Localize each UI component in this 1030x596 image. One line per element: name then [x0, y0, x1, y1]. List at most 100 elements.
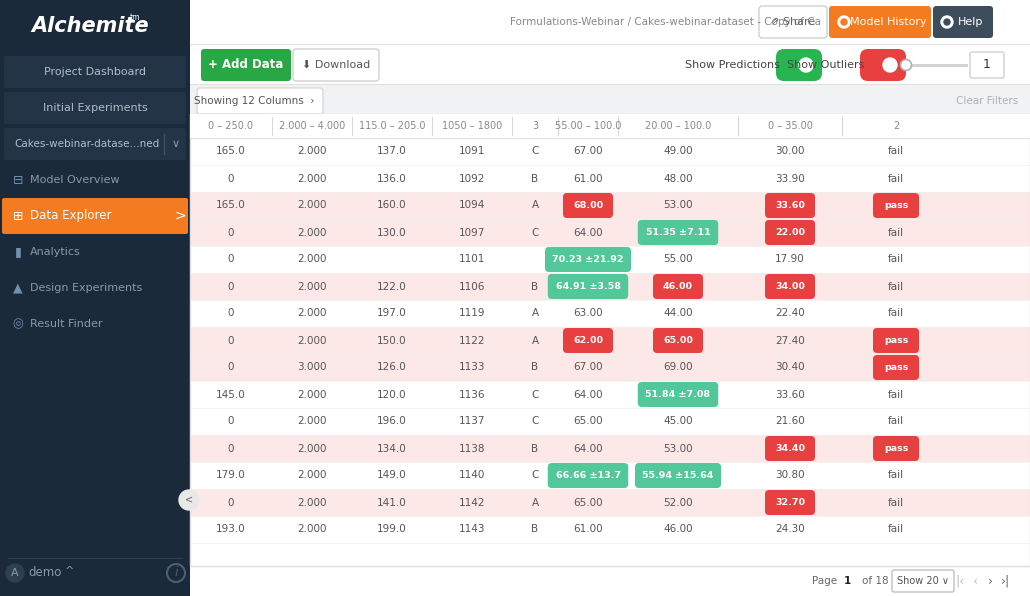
- Text: 46.00: 46.00: [663, 524, 693, 535]
- Text: fail: fail: [888, 254, 904, 265]
- Text: C: C: [531, 228, 539, 237]
- Circle shape: [842, 19, 847, 25]
- Text: pass: pass: [884, 444, 908, 453]
- Text: Result Finder: Result Finder: [30, 319, 103, 329]
- Text: 2.000: 2.000: [298, 309, 327, 318]
- Text: 2.000: 2.000: [298, 417, 327, 427]
- Text: 32.70: 32.70: [775, 498, 805, 507]
- Text: 150.0: 150.0: [377, 336, 407, 346]
- FancyBboxPatch shape: [765, 220, 815, 245]
- Text: <: <: [185, 495, 193, 505]
- FancyBboxPatch shape: [190, 566, 1030, 596]
- Text: A: A: [531, 200, 539, 210]
- Text: 126.0: 126.0: [377, 362, 407, 372]
- FancyBboxPatch shape: [653, 328, 703, 353]
- Text: 2.000: 2.000: [298, 281, 327, 291]
- FancyBboxPatch shape: [636, 463, 721, 488]
- Text: ›: ›: [988, 575, 993, 588]
- FancyBboxPatch shape: [873, 193, 919, 218]
- Text: i: i: [174, 567, 178, 579]
- Text: 2: 2: [893, 121, 899, 131]
- Text: 115.0 – 205.0: 115.0 – 205.0: [358, 121, 425, 131]
- Text: fail: fail: [888, 309, 904, 318]
- Text: ▮: ▮: [14, 246, 22, 259]
- Text: 149.0: 149.0: [377, 470, 407, 480]
- Circle shape: [941, 16, 953, 28]
- Text: 199.0: 199.0: [377, 524, 407, 535]
- Text: B: B: [531, 443, 539, 454]
- Text: 0: 0: [228, 309, 234, 318]
- FancyBboxPatch shape: [970, 52, 1004, 78]
- Text: 1140: 1140: [458, 470, 485, 480]
- FancyBboxPatch shape: [765, 193, 815, 218]
- FancyBboxPatch shape: [190, 354, 1030, 381]
- Text: 0: 0: [228, 417, 234, 427]
- Text: 34.00: 34.00: [775, 282, 804, 291]
- Circle shape: [945, 19, 950, 25]
- Text: 61.00: 61.00: [573, 524, 603, 535]
- Text: fail: fail: [888, 524, 904, 535]
- Text: 55.00: 55.00: [663, 254, 693, 265]
- Text: ⊟: ⊟: [12, 173, 24, 187]
- Text: 65.00: 65.00: [663, 336, 693, 345]
- Text: 64.00: 64.00: [573, 390, 603, 399]
- FancyBboxPatch shape: [873, 328, 919, 353]
- Text: 1091: 1091: [458, 147, 485, 157]
- Text: 2.000: 2.000: [298, 200, 327, 210]
- Text: 44.00: 44.00: [663, 309, 693, 318]
- Text: 51.84 ±7.08: 51.84 ±7.08: [646, 390, 711, 399]
- FancyBboxPatch shape: [190, 300, 1030, 327]
- FancyBboxPatch shape: [873, 355, 919, 380]
- Text: 141.0: 141.0: [377, 498, 407, 508]
- Text: ^: ^: [65, 566, 75, 576]
- Text: 48.00: 48.00: [663, 173, 693, 184]
- Text: 22.00: 22.00: [775, 228, 805, 237]
- Text: fail: fail: [888, 228, 904, 237]
- FancyBboxPatch shape: [0, 0, 190, 596]
- Text: 179.0: 179.0: [216, 470, 246, 480]
- Text: 160.0: 160.0: [377, 200, 407, 210]
- Text: 0: 0: [228, 498, 234, 508]
- Text: fail: fail: [888, 390, 904, 399]
- Text: A: A: [531, 336, 539, 346]
- FancyBboxPatch shape: [190, 516, 1030, 543]
- Text: 0: 0: [228, 173, 234, 184]
- Circle shape: [179, 490, 199, 510]
- Text: A: A: [11, 568, 19, 578]
- Text: 68.00: 68.00: [573, 201, 603, 210]
- FancyBboxPatch shape: [190, 84, 1030, 114]
- Text: Initial Experiments: Initial Experiments: [42, 103, 147, 113]
- Text: 51.35 ±7.11: 51.35 ±7.11: [646, 228, 711, 237]
- Text: 1101: 1101: [458, 254, 485, 265]
- Text: 122.0: 122.0: [377, 281, 407, 291]
- Text: pass: pass: [884, 201, 908, 210]
- Text: 70.23 ±21.92: 70.23 ±21.92: [552, 255, 624, 264]
- Text: 1136: 1136: [458, 390, 485, 399]
- Text: 33.60: 33.60: [776, 390, 804, 399]
- Text: C: C: [531, 470, 539, 480]
- Text: 0: 0: [228, 362, 234, 372]
- Text: 0: 0: [228, 281, 234, 291]
- Text: fail: fail: [888, 281, 904, 291]
- Text: 197.0: 197.0: [377, 309, 407, 318]
- Text: 1142: 1142: [458, 498, 485, 508]
- Text: 1119: 1119: [458, 309, 485, 318]
- Text: 145.0: 145.0: [216, 390, 246, 399]
- Text: fail: fail: [888, 498, 904, 508]
- Text: + Add Data: + Add Data: [208, 58, 283, 72]
- FancyBboxPatch shape: [190, 114, 1030, 566]
- Text: 0: 0: [228, 254, 234, 265]
- Text: 3.000: 3.000: [298, 362, 327, 372]
- FancyBboxPatch shape: [563, 193, 613, 218]
- Text: 1137: 1137: [458, 417, 485, 427]
- Text: Project Dashboard: Project Dashboard: [44, 67, 146, 77]
- FancyBboxPatch shape: [190, 462, 1030, 489]
- Text: 2.000 – 4.000: 2.000 – 4.000: [279, 121, 345, 131]
- FancyBboxPatch shape: [892, 570, 954, 592]
- FancyBboxPatch shape: [190, 0, 1030, 596]
- FancyBboxPatch shape: [765, 274, 815, 299]
- Text: of 18: of 18: [862, 576, 889, 586]
- FancyBboxPatch shape: [293, 49, 379, 81]
- Text: 1106: 1106: [458, 281, 485, 291]
- FancyBboxPatch shape: [190, 44, 1030, 84]
